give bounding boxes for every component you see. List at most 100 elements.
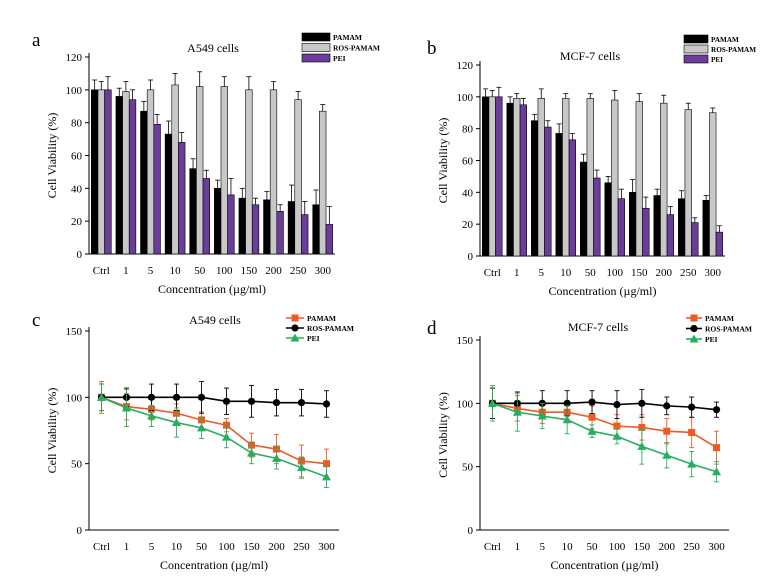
bar [245,89,253,255]
series-pamam [91,79,320,255]
bar [202,178,210,255]
chart-title: A549 cells [187,41,239,55]
chart-title: MCF-7 cells [560,49,621,63]
bar [513,98,521,257]
x-tick-label: 50 [194,265,206,277]
data-point [122,403,131,412]
legend-label: PAMAM [705,314,734,323]
bar [91,89,99,255]
x-tick-label: 5 [540,541,546,553]
legend-marker [291,314,299,322]
y-tick-label: 100 [66,392,83,404]
x-tick-label: 5 [539,267,545,279]
data-point [97,392,106,401]
legend-marker [690,324,698,333]
x-tick-label: 200 [268,541,285,553]
bar [220,86,228,255]
bar [568,139,576,257]
data-point [637,441,647,450]
x-tick-label: 300 [318,541,335,553]
bar [629,192,637,257]
legend-label: ROS-PAMAM [333,44,380,53]
bar [562,98,570,257]
bar [580,161,588,257]
series-line [101,396,327,405]
x-tick-label: 1 [515,541,521,553]
legend-label: PEI [333,54,346,63]
data-point [172,418,181,427]
bar [506,102,514,257]
x-tick-label: 5 [149,541,155,553]
x-tick-label: 100 [216,265,233,277]
bar [495,96,503,257]
y-axis-title: Cell Viability (%) [45,113,59,199]
data-point [222,432,231,441]
x-tick-label: 10 [562,541,574,553]
bar [178,142,186,255]
y-tick-label: 20 [71,216,83,228]
series-line [101,396,327,478]
legend-swatch [301,53,331,63]
data-point [662,450,672,459]
bar [715,231,723,257]
x-tick-label: 150 [243,541,260,553]
bar [276,211,284,255]
x-tick-label: 50 [196,541,208,553]
legend-swatch [683,44,709,54]
legend-label: PEI [705,335,718,344]
bar [537,98,545,257]
x-tick-label: Ctrl [484,541,501,553]
data-point [588,398,596,406]
series-ros-pamam [488,88,717,257]
legend-label: PAMAM [333,33,362,42]
data-point [223,421,230,429]
data-point [512,407,522,416]
series-pei [487,385,722,483]
x-tick-label: 50 [587,541,599,553]
x-tick-label: 50 [585,267,597,279]
panel-c: c A549 cells 0 50 100 150 Ctrl 1 5 10 50 100 150 200 2… [32,310,354,572]
chart-title: A549 cells [189,313,241,327]
panel-a: a A549 cells 0 20 40 60 80 100 120 Ctrl 1 5 10 50 100 1… [32,30,380,296]
series-line [492,402,717,473]
y-axis-title: Cell Viability (%) [436,118,450,204]
data-point [247,397,256,405]
series-pei [97,383,331,488]
bar [660,102,668,257]
y-tick-label: 0 [468,525,474,537]
data-point [663,402,671,410]
legend-label: PEI [711,56,723,64]
x-tick-label: 100 [607,267,624,279]
bar [128,99,137,255]
data-point [562,415,572,424]
y-tick-label: 50 [462,462,474,474]
x-tick-label: Ctrl [93,541,110,553]
y-tick-label: 50 [71,459,83,471]
x-axis-title: Concentration (µg/ml) [551,558,659,572]
data-point [688,403,696,411]
y-tick-label: 120 [457,60,474,72]
bar [593,177,601,257]
bar [122,91,130,255]
legend-label: PAMAM [711,36,739,44]
y-tick-label: 150 [457,335,474,347]
series-ros-pamam [97,71,327,255]
legend-label: ROS-PAMAM [705,325,752,334]
bar [617,198,625,257]
legend-marker [290,333,300,342]
y-tick-label: 100 [66,85,83,97]
panel-letter: d [427,318,437,339]
y-tick-label: 80 [71,118,83,130]
panel-letter: b [427,38,437,59]
bar [196,86,204,255]
legend-swatch [301,43,331,52]
bar [702,199,710,257]
bar [586,98,594,257]
legend-label: ROS-PAMAM [711,46,756,54]
bar [611,99,619,257]
bar [97,89,105,255]
bar [153,124,161,255]
x-tick-label: 250 [293,541,310,553]
x-tick-label: 1 [514,267,520,279]
